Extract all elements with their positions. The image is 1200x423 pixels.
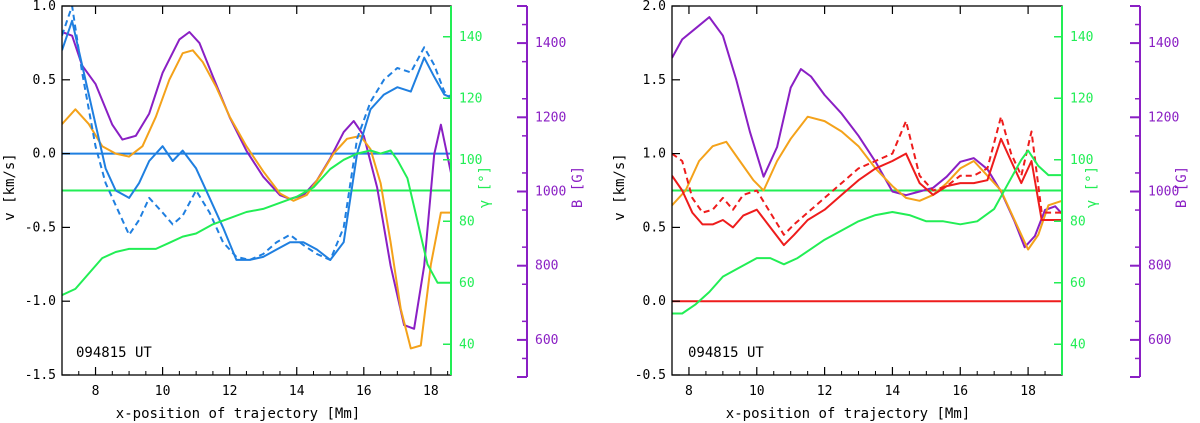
x-tick-label: 10 [749, 384, 765, 399]
gamma-tick-label: 120 [459, 91, 482, 106]
x-tick-label: 16 [356, 384, 372, 399]
b-tick-label: 800 [1148, 259, 1171, 274]
x-tick-label: 12 [817, 384, 833, 399]
b-tick-label: 1000 [535, 185, 566, 200]
b-tick-label: 1000 [1148, 185, 1179, 200]
gamma-tick-label: 60 [1070, 276, 1086, 291]
plot-area [672, 16, 1062, 315]
x-tick-label: 12 [222, 384, 238, 399]
plot-area [62, 6, 451, 350]
b-tick-label: 1200 [535, 110, 566, 125]
b-tick-label: 600 [535, 333, 558, 348]
series-orange-line [672, 115, 1062, 251]
gamma-tick-label: 100 [1070, 153, 1093, 168]
b-tick-label: 1400 [1148, 36, 1179, 51]
x-tick-label: 16 [952, 384, 968, 399]
v-axis-title: v [km/s] [612, 153, 628, 220]
b-tick-label: 600 [1148, 333, 1171, 348]
left-panel: 094815 UT x-position of trajectory [Mm] … [2, 0, 586, 422]
series-blue-solid-line [62, 19, 451, 261]
series-blue-dashed-line [62, 6, 451, 261]
gamma-tick-label: 60 [459, 276, 475, 291]
series-orange-line [62, 49, 451, 350]
x-tick-label: 8 [685, 384, 693, 399]
series-gamma-line [62, 149, 451, 297]
x-tick-label: 8 [92, 384, 100, 399]
series-gamma-line [672, 149, 1062, 315]
x-tick-label: 18 [423, 384, 439, 399]
x-tick-label: 14 [289, 384, 305, 399]
gamma-tick-label: 100 [459, 153, 482, 168]
gamma-tick-label: 40 [1070, 337, 1086, 352]
v-tick-label: 0.0 [33, 147, 56, 162]
x-tick-label: 14 [885, 384, 901, 399]
x-axis-title: x-position of trajectory [Mm] [116, 406, 360, 422]
series-red-solid-line [672, 137, 1062, 247]
x-tick-label: 18 [1020, 384, 1036, 399]
series-b-line [62, 31, 451, 330]
v-tick-label: -1.0 [25, 294, 56, 309]
b-tick-label: 1200 [1148, 110, 1179, 125]
x-axis-title: x-position of trajectory [Mm] [726, 406, 970, 422]
v-tick-label: 1.5 [643, 73, 666, 88]
v-tick-label: 0.5 [33, 73, 56, 88]
gamma-tick-label: 40 [459, 337, 475, 352]
series-red-dashed-line [672, 115, 1062, 236]
b-tick-label: 1400 [535, 36, 566, 51]
v-tick-label: 1.0 [643, 147, 666, 162]
v-tick-label: 2.0 [643, 0, 666, 14]
v-tick-label: -1.5 [25, 368, 56, 383]
gamma-tick-label: 80 [459, 214, 475, 229]
panel-annotation: 094815 UT [76, 345, 152, 361]
v-tick-label: 0.5 [643, 220, 666, 235]
gamma-tick-label: 80 [1070, 214, 1086, 229]
gamma-tick-label: 140 [1070, 30, 1093, 45]
gamma-tick-label: 120 [1070, 91, 1093, 106]
v-tick-label: -0.5 [25, 220, 56, 235]
series-b-line [672, 16, 1062, 249]
v-tick-label: 1.0 [33, 0, 56, 14]
v-tick-label: 0.0 [643, 294, 666, 309]
b-axis-title: B [G] [1174, 166, 1190, 208]
v-tick-label: -0.5 [635, 368, 666, 383]
v-axis-title: v [km/s] [2, 153, 18, 220]
b-axis-title: B [G] [570, 166, 586, 208]
gamma-axis-title: γ [°] [1084, 166, 1100, 208]
panel-annotation: 094815 UT [688, 345, 764, 361]
b-tick-label: 800 [535, 259, 558, 274]
right-panel: 094815 UT x-position of trajectory [Mm] … [612, 0, 1190, 422]
gamma-axis-title: γ [°] [477, 166, 493, 208]
x-tick-label: 10 [155, 384, 171, 399]
gamma-tick-label: 140 [459, 30, 482, 45]
